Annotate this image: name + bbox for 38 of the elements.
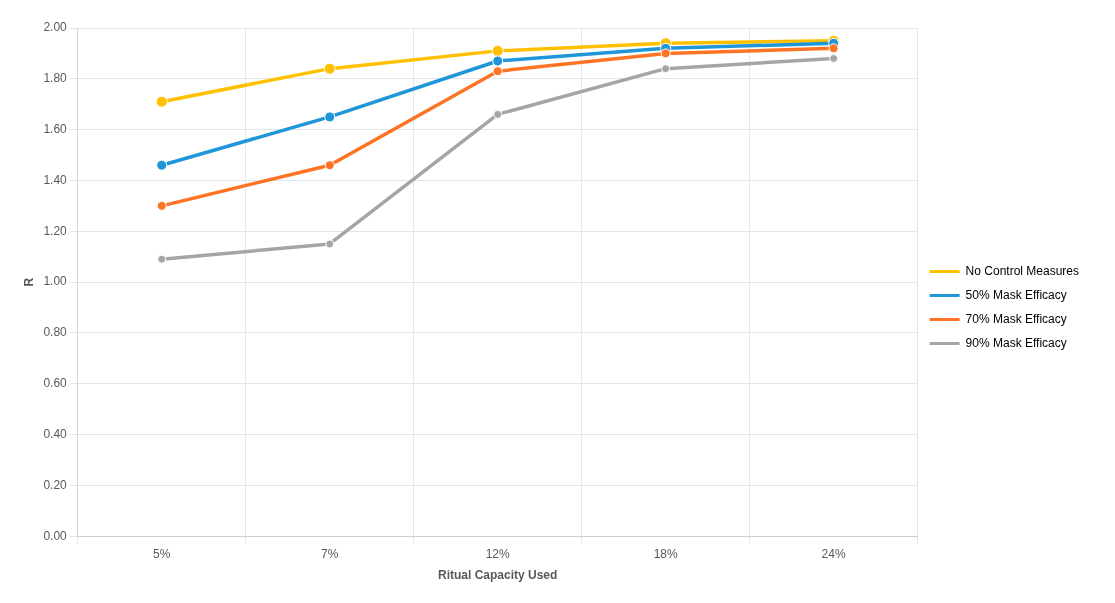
y-tick-label: 0.60 (43, 376, 68, 391)
x-tick-label: 7% (321, 546, 339, 561)
point (324, 111, 336, 123)
point (661, 64, 671, 74)
point (493, 109, 503, 119)
y-tick-label: 0.40 (43, 426, 68, 441)
point (491, 44, 504, 57)
point (156, 200, 167, 211)
point (828, 43, 839, 54)
legend-label: 70% Mask Efficacy (965, 311, 1067, 326)
point (323, 62, 336, 75)
y-tick-label: 1.80 (43, 71, 68, 86)
point (324, 160, 335, 171)
legend-label: 90% Mask Efficacy (965, 335, 1067, 350)
point (829, 53, 839, 63)
y-axis-title: R (21, 277, 36, 287)
y-tick-label: 1.40 (43, 172, 68, 187)
y-tick-label: 0.20 (43, 477, 68, 492)
x-tick-label: 5% (153, 546, 171, 561)
point (660, 48, 671, 59)
y-tick-label: 1.60 (43, 121, 68, 136)
x-axis-title: Ritual Capacity Used (438, 568, 558, 583)
legend-label: No Control Measures (965, 263, 1080, 278)
point (155, 95, 168, 108)
y-tick-label: 0.00 (43, 528, 68, 543)
x-tick-label: 18% (653, 546, 678, 561)
y-tick-label: 1.00 (43, 274, 68, 289)
point (492, 55, 504, 67)
y-tick-label: 2.00 (43, 20, 68, 35)
y-tick-label: 0.80 (43, 325, 68, 340)
x-tick-label: 24% (821, 546, 846, 561)
point (492, 66, 503, 77)
legend-label: 50% Mask Efficacy (965, 287, 1067, 302)
x-tick-label: 12% (485, 546, 511, 561)
point (157, 254, 167, 264)
point (325, 239, 335, 249)
point (156, 159, 168, 171)
y-tick-label: 1.20 (43, 223, 68, 238)
